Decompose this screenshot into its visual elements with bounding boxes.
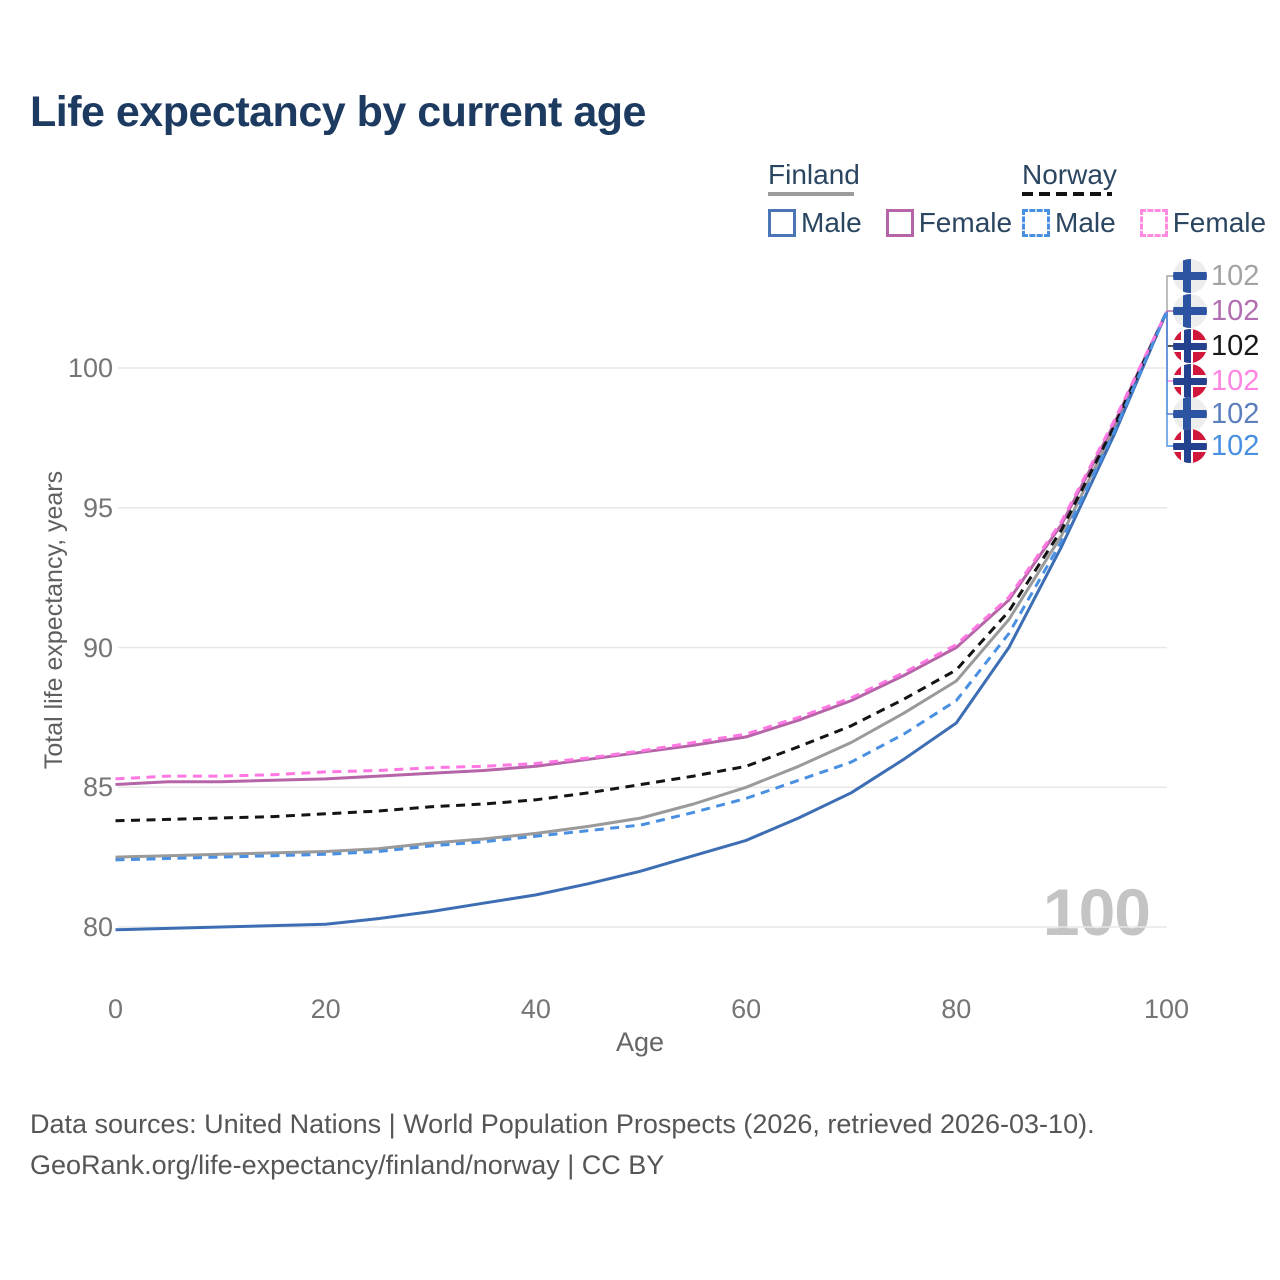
- x-tick-0: 0: [107, 994, 124, 1024]
- finland-flag-icon: [1173, 294, 1207, 328]
- finland-flag-icon: [1173, 397, 1207, 431]
- y-tick-80: 80: [82, 912, 113, 942]
- line-norway-male: [115, 311, 1168, 862]
- x-tick-100: 100: [1143, 994, 1190, 1024]
- norway-male-swatch[interactable]: [1022, 209, 1050, 237]
- x-tick-40: 40: [520, 994, 551, 1024]
- chart-title: Life expectancy by current age: [30, 88, 646, 136]
- footer: Data sources: United Nations | World Pop…: [30, 1104, 1095, 1186]
- y-tick-85: 85: [82, 772, 113, 803]
- finland-female-label[interactable]: Female: [918, 207, 1013, 238]
- finland-linestyle-swatch: [768, 192, 854, 196]
- end-value-norway-male: 102: [1211, 430, 1260, 462]
- footer-link[interactable]: GeoRank.org/life-expectancy/finland/norw…: [30, 1150, 665, 1180]
- finland-male-swatch[interactable]: [768, 209, 796, 237]
- line-norway-total: [115, 311, 1168, 823]
- y-tick-95: 95: [82, 492, 113, 523]
- norway-linestyle-swatch: [1022, 192, 1112, 196]
- y-axis-title: Total life expectancy, years: [40, 470, 68, 770]
- line-norway-female: [115, 311, 1168, 781]
- norway-flag-icon: [1173, 429, 1207, 463]
- legend-group-norway: Norway Male Female: [1022, 160, 1266, 239]
- line-finland-female: [115, 311, 1168, 786]
- norway-female-label[interactable]: Female: [1172, 207, 1267, 238]
- x-tick-20: 20: [310, 994, 341, 1024]
- age-counter-watermark: 100: [1042, 875, 1151, 949]
- legend-country-norway[interactable]: Norway: [1022, 159, 1117, 190]
- norway-female-swatch[interactable]: [1139, 209, 1168, 237]
- x-tick-60: 60: [731, 994, 762, 1024]
- end-value-finland-male: 102: [1211, 398, 1260, 430]
- legend-group-finland: Finland Male Female: [768, 160, 1012, 239]
- x-tick-80: 80: [941, 994, 972, 1024]
- finland-male-label[interactable]: Male: [801, 207, 862, 238]
- finland-female-swatch[interactable]: [885, 209, 914, 237]
- line-finland-total: [115, 311, 1168, 859]
- norway-flag-icon: [1173, 364, 1207, 398]
- y-tick-100: 100: [67, 353, 113, 383]
- y-tick-90: 90: [82, 632, 113, 663]
- leader-line: [1166, 312, 1175, 415]
- legend-country-finland[interactable]: Finland: [768, 159, 860, 190]
- finland-flag-icon: [1173, 259, 1207, 293]
- end-value-norway-total: 102: [1211, 330, 1260, 362]
- footer-sources: Data sources: United Nations | World Pop…: [30, 1109, 1095, 1139]
- norway-male-label[interactable]: Male: [1055, 207, 1116, 238]
- x-axis-title: Age: [615, 1027, 665, 1057]
- line-finland-male: [115, 311, 1168, 932]
- end-value-finland-female: 102: [1211, 295, 1260, 327]
- end-value-norway-female: 102: [1211, 365, 1260, 397]
- end-value-finland-total: 102: [1211, 260, 1260, 292]
- norway-flag-icon: [1173, 329, 1207, 363]
